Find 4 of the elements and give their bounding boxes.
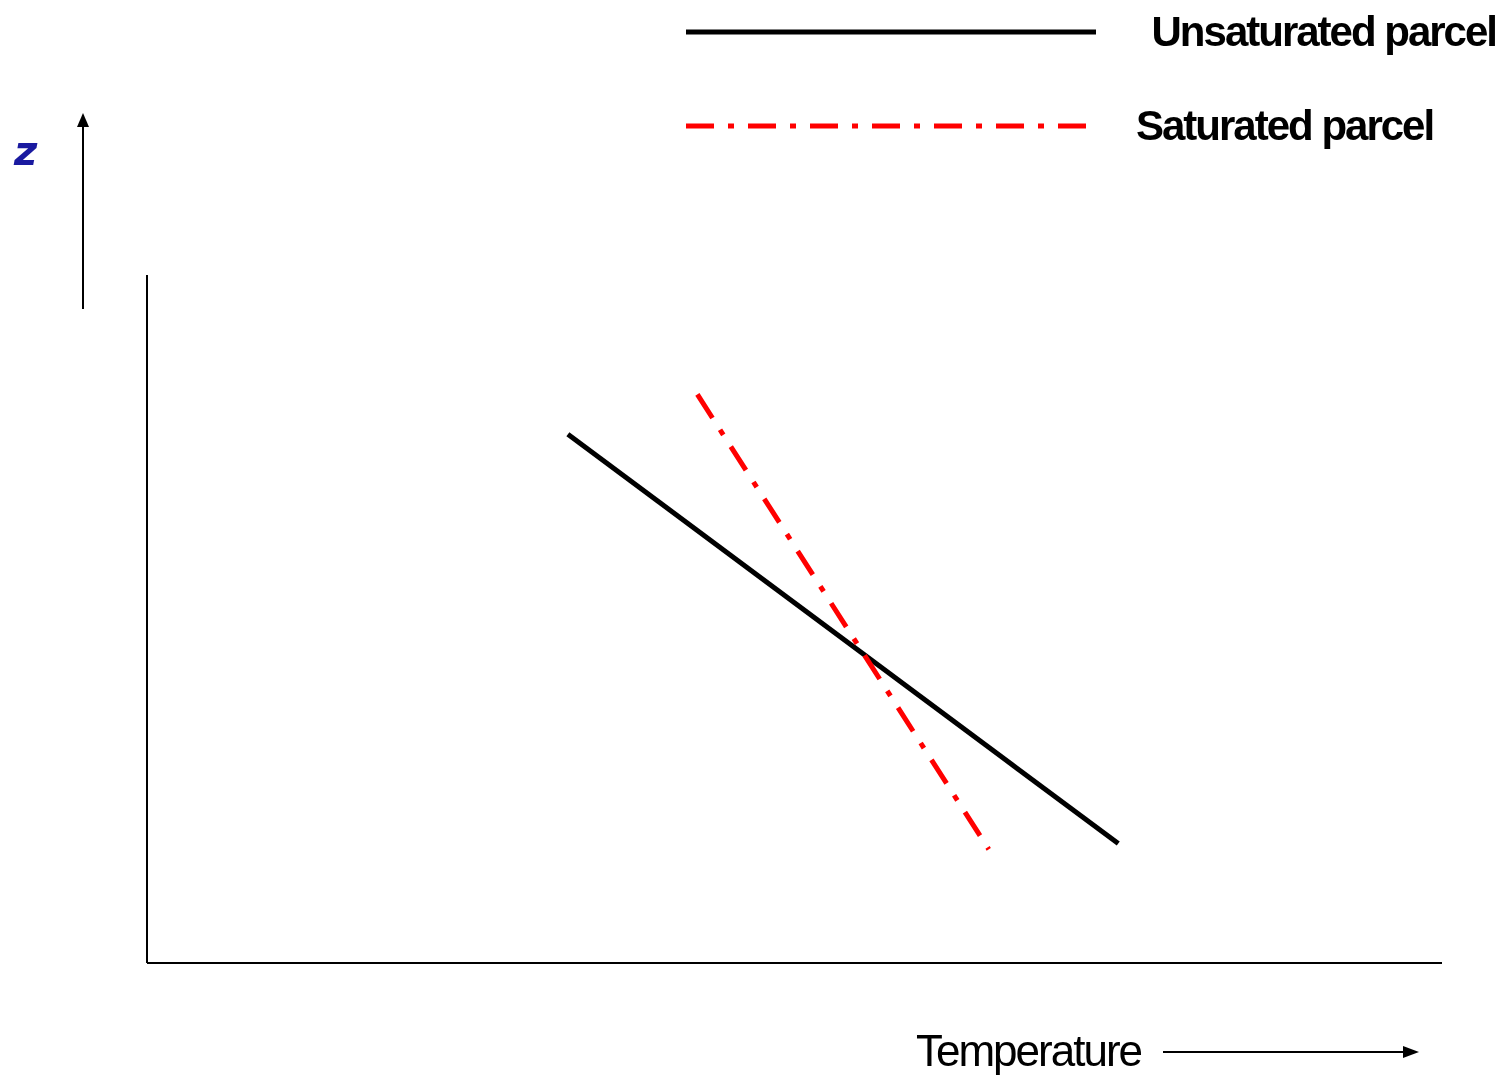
x-axis-title: Temperature xyxy=(916,1026,1142,1076)
text: z xyxy=(14,128,38,174)
text: Saturated parcel xyxy=(1136,102,1435,150)
text: Unsaturated parcel xyxy=(1150,8,1496,56)
